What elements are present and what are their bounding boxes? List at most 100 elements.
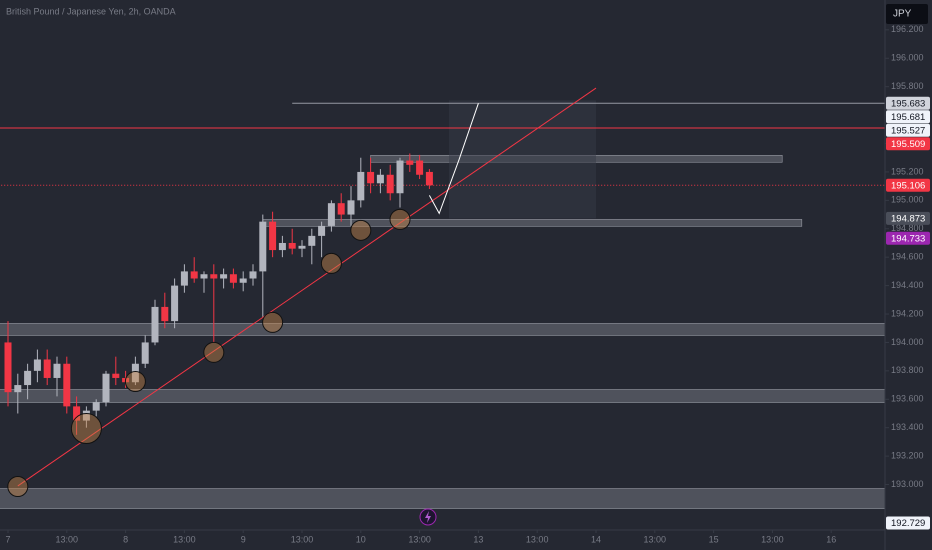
y-tick-label: 194.400 (891, 280, 924, 290)
x-tick-label: 9 (241, 534, 246, 544)
y-tick-label: 194.200 (891, 308, 924, 318)
currency-box[interactable] (886, 4, 928, 24)
y-tick-label: 193.000 (891, 479, 924, 489)
candle-body (112, 373, 120, 378)
candle-body (386, 174, 394, 194)
x-tick-label: 14 (591, 534, 601, 544)
candle-body (141, 342, 149, 364)
candle-body (288, 242, 296, 249)
candle-body (367, 171, 375, 184)
candle-body (131, 363, 139, 383)
candle-body (337, 203, 345, 215)
price-label: 194.873 (891, 213, 925, 224)
candle-body (239, 278, 247, 283)
x-tick-label: 13:00 (761, 534, 784, 544)
candle-body (161, 306, 169, 322)
price-label: 195.527 (891, 125, 925, 136)
candle-body (82, 410, 90, 421)
candle-body (229, 274, 237, 283)
candle-body (396, 160, 404, 194)
price-label-box (886, 123, 930, 137)
chart-title: British Pound / Japanese Yen, 2h, OANDA (6, 6, 176, 16)
y-tick-label: 193.400 (891, 422, 924, 432)
candle-body (278, 242, 286, 251)
swing-marker (320, 252, 342, 274)
candle-body (308, 235, 316, 246)
candle-body (171, 285, 179, 322)
candle-body (200, 274, 208, 279)
candle-body (376, 174, 384, 184)
price-label: 195.683 (891, 98, 925, 109)
swing-marker (350, 219, 372, 241)
projection-box (449, 100, 596, 219)
candle-body (92, 402, 100, 411)
candle-body (102, 373, 110, 403)
y-tick-label: 195.800 (891, 81, 924, 91)
price-label-box (886, 96, 930, 110)
axes: 193.000 193.200 193.400 193.600 193.800 194.0… (5, 24, 930, 544)
x-tick-label: 13:00 (291, 534, 314, 544)
swing-marker (203, 341, 225, 363)
y-tick-label: 194.000 (891, 337, 924, 347)
y-tick-label: 193.600 (891, 394, 924, 404)
candle-body (53, 363, 61, 378)
candle-body (357, 171, 365, 201)
price-label: 192.729 (891, 518, 925, 529)
x-tick-label: 13:00 (173, 534, 196, 544)
price-label: 195.509 (891, 139, 925, 150)
candle-body (416, 160, 424, 175)
y-tick-label: 195.200 (891, 166, 924, 176)
x-tick-label: 13:00 (526, 534, 549, 544)
y-tick-label: 194.600 (891, 252, 924, 262)
event-icon-bolt (425, 511, 431, 523)
price-label-box (886, 137, 930, 151)
x-tick-label: 15 (709, 534, 719, 544)
candle-body (180, 271, 188, 286)
currency: JPY (893, 9, 912, 20)
x-tick-label: 16 (826, 534, 836, 544)
candle-body (151, 306, 159, 343)
swing-marker (7, 476, 29, 498)
price-label-box (886, 211, 930, 225)
price-label-box (886, 178, 930, 192)
candle-body (210, 274, 218, 279)
zone (262, 219, 803, 227)
y-tick-label: 193.800 (891, 365, 924, 375)
x-tick-label: 8 (123, 534, 128, 544)
zone (0, 323, 885, 336)
swing-marker (124, 371, 146, 393)
candle-body (425, 171, 433, 186)
candle-body (43, 359, 51, 378)
candle-body (33, 359, 41, 371)
projection-line (428, 103, 479, 215)
price-label: 195.106 (891, 180, 925, 191)
candle-body (318, 225, 326, 236)
y-tick-label: 193.200 (891, 450, 924, 460)
trendline (17, 87, 597, 487)
price-label-box (886, 516, 930, 530)
candle-body (63, 363, 71, 407)
swing-marker (389, 208, 411, 230)
candle-body (327, 203, 335, 226)
x-tick-label: 13:00 (56, 534, 79, 544)
swing-marker (262, 311, 284, 333)
candle-body (24, 370, 32, 386)
candle-body (259, 221, 267, 272)
candle-body (190, 271, 198, 279)
x-tick-label: 13:00 (644, 534, 667, 544)
candle-body (73, 406, 81, 421)
zone (0, 488, 885, 509)
price-label: 195.681 (891, 112, 925, 123)
price-label: 194.733 (891, 233, 925, 244)
y-tick-label: 196.200 (891, 24, 924, 34)
x-tick-label: 13 (473, 534, 483, 544)
zone (0, 389, 885, 403)
x-tick-label: 10 (356, 534, 366, 544)
candle-body (406, 160, 414, 165)
price-label-box (886, 231, 930, 245)
x-tick-label: 13:00 (408, 534, 431, 544)
price-label-box (886, 110, 930, 124)
candle-body (220, 274, 228, 279)
